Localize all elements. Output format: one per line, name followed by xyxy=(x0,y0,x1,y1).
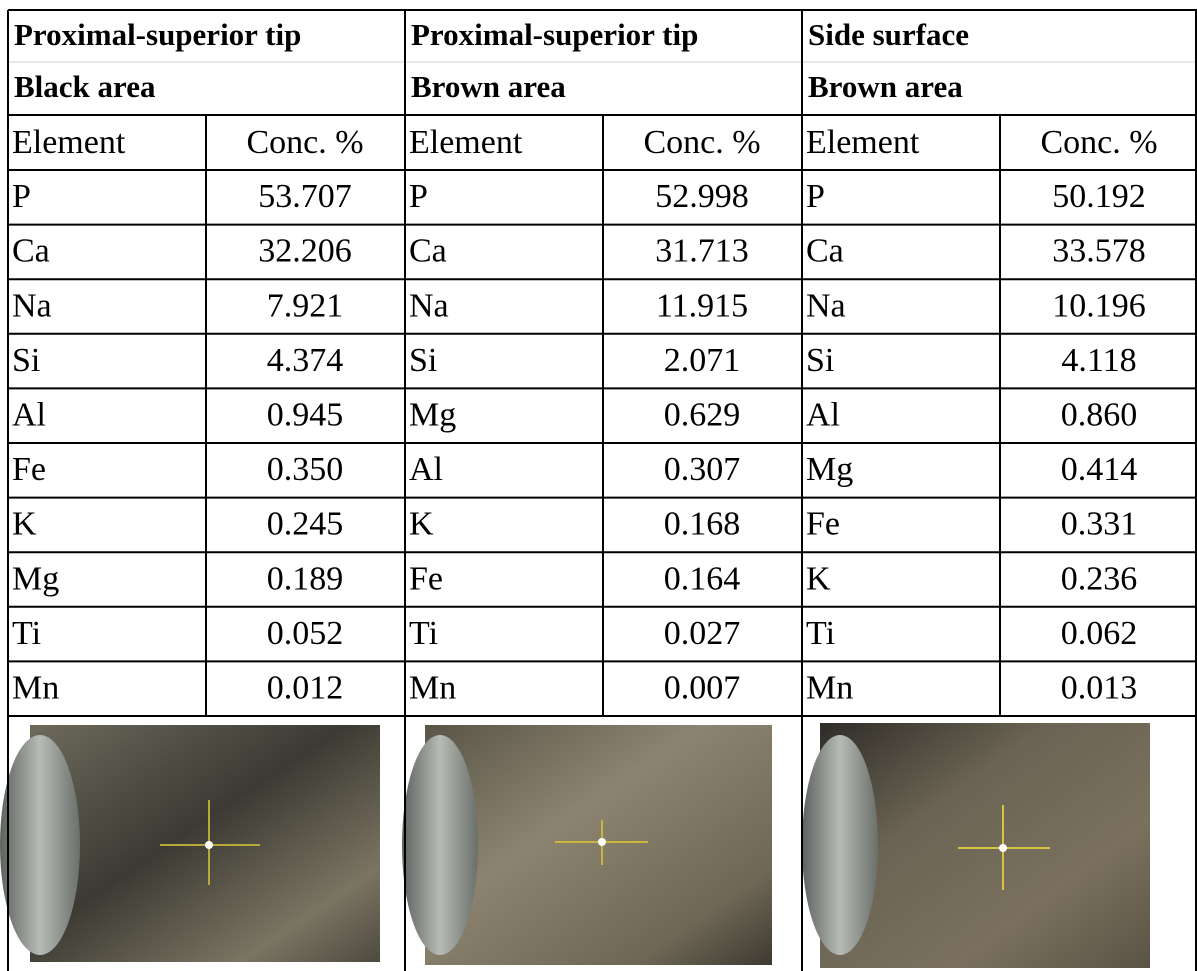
element-cell: Ti xyxy=(409,615,438,652)
section-title: Proximal-superior tip xyxy=(14,17,301,52)
element-cell: P xyxy=(409,178,428,215)
concentration-cell: 0.052 xyxy=(267,615,344,652)
concentration-cell: 0.236 xyxy=(1061,560,1138,597)
element-cell: Al xyxy=(409,451,443,488)
element-cell: K xyxy=(806,560,831,597)
element-cell: Al xyxy=(806,396,840,433)
concentration-cell: 0.007 xyxy=(664,669,741,706)
element-cell: Fe xyxy=(806,506,840,543)
column-header: Conc. % xyxy=(1040,124,1157,161)
concentration-cell: 0.307 xyxy=(664,451,741,488)
concentration-cell: 11.915 xyxy=(656,287,748,324)
concentration-cell: 0.168 xyxy=(664,506,741,543)
concentration-cell: 0.629 xyxy=(664,396,741,433)
element-cell: P xyxy=(806,178,825,215)
concentration-cell: 0.027 xyxy=(664,615,741,652)
concentration-cell: 0.062 xyxy=(1061,615,1138,652)
concentration-cell: 0.012 xyxy=(267,669,344,706)
photo xyxy=(802,723,1150,968)
concentration-cell: 2.071 xyxy=(664,342,741,379)
element-cell: Si xyxy=(806,342,834,379)
element-cell: Na xyxy=(806,287,846,324)
element-cell: Ca xyxy=(409,233,447,270)
element-cell: P xyxy=(12,178,31,215)
element-cell: Si xyxy=(409,342,437,379)
element-cell: Na xyxy=(12,287,52,324)
column-header: Element xyxy=(12,124,126,161)
section-subtitle: Black area xyxy=(14,69,156,104)
photo xyxy=(0,725,380,962)
table-cells: Proximal-superior tip Black area Element Co… xyxy=(12,17,1158,706)
concentration-cell: 33.578 xyxy=(1052,233,1146,270)
concentration-cell: 0.013 xyxy=(1061,669,1138,706)
column-header: Conc. % xyxy=(643,124,760,161)
concentration-cell: 0.164 xyxy=(664,560,741,597)
concentration-cell: 0.331 xyxy=(1061,506,1138,543)
concentration-cell: 52.998 xyxy=(655,178,749,215)
element-cell: K xyxy=(12,506,37,543)
section-subtitle: Brown area xyxy=(808,69,963,104)
concentration-cell: 0.245 xyxy=(267,506,344,543)
section-subtitle: Brown area xyxy=(411,69,566,104)
column-header: Element xyxy=(409,124,523,161)
concentration-cell: 4.374 xyxy=(267,342,344,379)
column-header: Element xyxy=(806,124,920,161)
concentration-cell: 0.945 xyxy=(267,396,344,433)
photo xyxy=(402,725,772,965)
concentration-cell: 4.118 xyxy=(1061,342,1136,379)
element-cell: K xyxy=(409,506,434,543)
element-cell: Ca xyxy=(806,233,844,270)
element-cell: Ca xyxy=(12,233,50,270)
concentration-cell: 10.196 xyxy=(1052,287,1146,324)
concentration-cell: 0.414 xyxy=(1061,451,1138,488)
concentration-cell: 0.350 xyxy=(267,451,344,488)
section-title: Side surface xyxy=(808,17,969,52)
element-cell: Ti xyxy=(12,615,41,652)
element-cell: Na xyxy=(409,287,449,324)
concentration-cell: 7.921 xyxy=(267,287,344,324)
element-cell: Mn xyxy=(806,669,853,706)
element-cell: Mg xyxy=(806,451,853,488)
element-cell: Mg xyxy=(12,560,59,597)
concentration-cell: 31.713 xyxy=(655,233,749,270)
element-cell: Mn xyxy=(12,669,59,706)
element-cell: Mg xyxy=(409,396,456,433)
element-cell: Fe xyxy=(12,451,46,488)
concentration-cell: 0.189 xyxy=(267,560,344,597)
element-cell: Ti xyxy=(806,615,835,652)
section-title: Proximal-superior tip xyxy=(411,17,698,52)
element-cell: Al xyxy=(12,396,46,433)
element-cell: Mn xyxy=(409,669,456,706)
photos xyxy=(0,723,1150,968)
element-cell: Si xyxy=(12,342,40,379)
concentration-cell: 50.192 xyxy=(1052,178,1146,215)
eds-table: Proximal-superior tip Black area Element Co… xyxy=(0,0,1197,971)
element-cell: Fe xyxy=(409,560,443,597)
concentration-cell: 0.860 xyxy=(1061,396,1138,433)
column-header: Conc. % xyxy=(246,124,363,161)
concentration-cell: 32.206 xyxy=(258,233,352,270)
concentration-cell: 53.707 xyxy=(258,178,352,215)
